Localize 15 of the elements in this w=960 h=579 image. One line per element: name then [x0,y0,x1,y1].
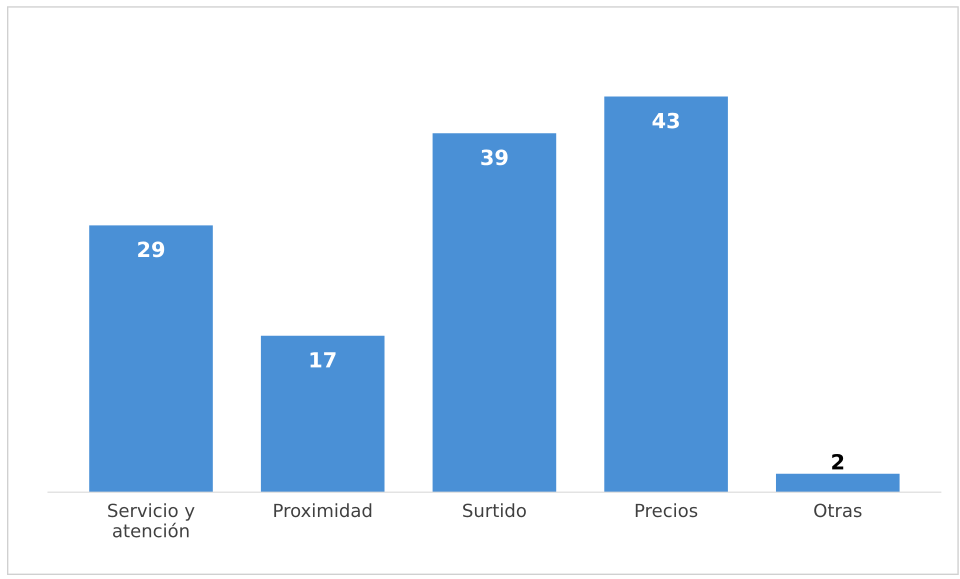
x-tick-label: Proximidad [274,503,372,518]
bar [776,474,900,492]
data-label: 17 [310,352,336,368]
bar [432,133,556,492]
bar [604,96,728,492]
x-tick-label: Otras [814,504,862,518]
data-label: 29 [138,242,164,258]
bar [260,336,385,492]
data-label: 43 [652,112,679,128]
bar [89,225,213,492]
x-tick-label: Surtido [463,503,526,518]
x-tick-label: Servicio y atención [108,503,195,538]
data-label: 39 [481,150,508,166]
data-label: 2 [832,454,844,470]
x-tick-label: Precios [636,503,698,518]
